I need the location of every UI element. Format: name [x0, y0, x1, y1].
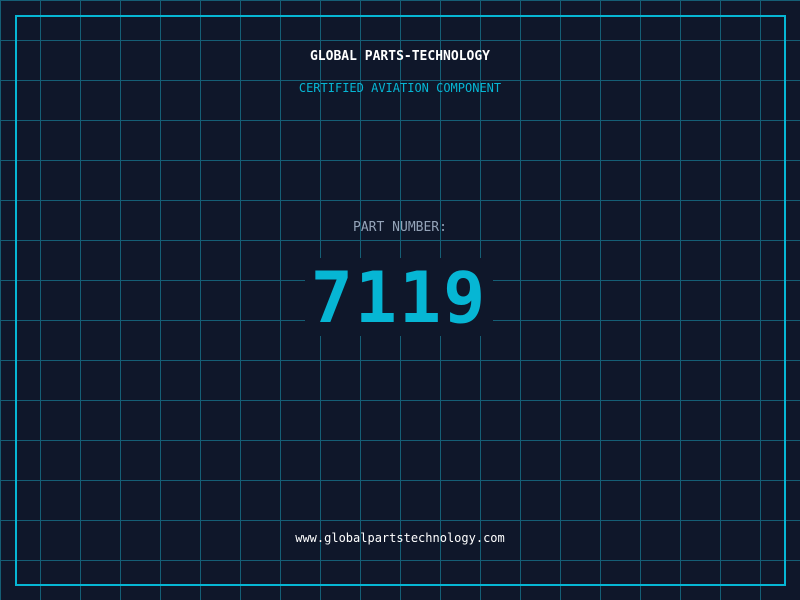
- subtitle: CERTIFIED AVIATION COMPONENT: [298, 81, 502, 95]
- company-title: GLOBAL PARTS-TECHNOLOGY: [309, 49, 490, 64]
- website-url: www.globalpartstechnology.com: [295, 531, 505, 545]
- border-frame: [15, 15, 786, 586]
- part-number-label: PART NUMBER:: [353, 220, 447, 235]
- part-number-value: 7119: [305, 258, 493, 338]
